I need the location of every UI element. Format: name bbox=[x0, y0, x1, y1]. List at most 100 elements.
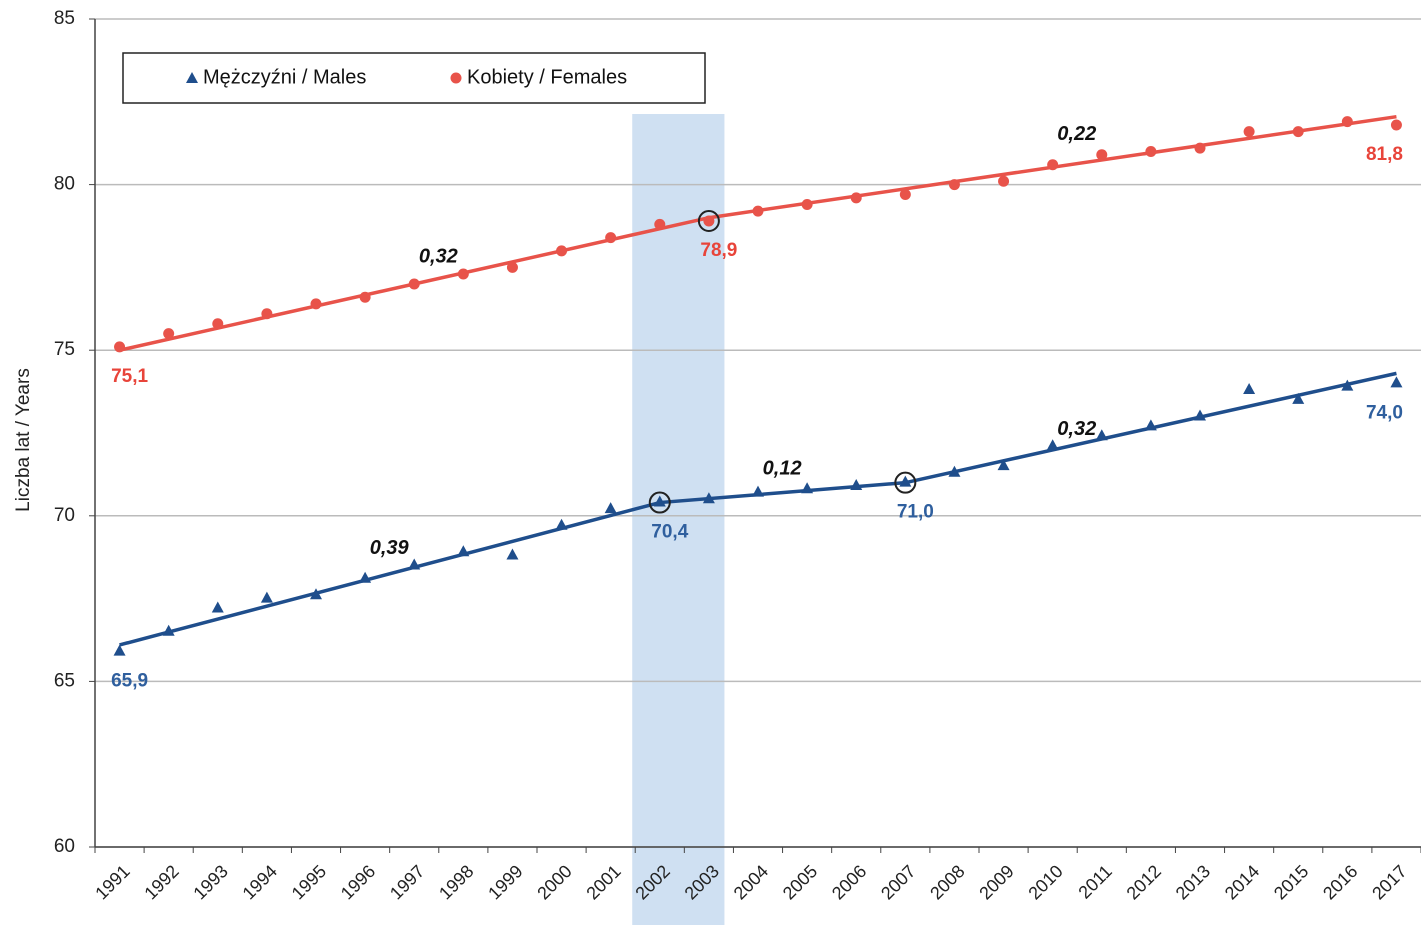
data-label: 81,8 bbox=[1366, 144, 1403, 165]
marker bbox=[998, 175, 1010, 187]
x-tick-label: 2009 bbox=[975, 861, 1017, 903]
marker bbox=[1341, 116, 1353, 128]
marker bbox=[997, 459, 1010, 471]
legend-marker bbox=[186, 72, 198, 83]
marker bbox=[359, 571, 372, 583]
legend-marker bbox=[450, 72, 462, 84]
marker bbox=[310, 588, 322, 600]
x-tick-label: 2016 bbox=[1319, 861, 1361, 903]
highlight-band bbox=[632, 114, 725, 925]
marker bbox=[703, 215, 715, 227]
x-tick-label: 2007 bbox=[877, 861, 919, 903]
marker bbox=[163, 328, 175, 340]
marker bbox=[408, 278, 420, 290]
x-tick-label: 1993 bbox=[190, 861, 232, 903]
marker bbox=[260, 591, 273, 603]
x-tick-label: 2011 bbox=[1074, 861, 1116, 903]
legend-box bbox=[122, 52, 706, 104]
marker bbox=[653, 495, 666, 507]
annotation: 0,39 bbox=[370, 537, 410, 559]
y-tick-label: 65 bbox=[54, 670, 75, 691]
marker bbox=[359, 291, 371, 303]
y-tick-label: 80 bbox=[54, 174, 75, 195]
x-tick-label: 2010 bbox=[1024, 861, 1066, 903]
marker bbox=[310, 298, 322, 310]
marker bbox=[801, 198, 813, 210]
marker bbox=[1390, 119, 1402, 131]
trend-line bbox=[119, 371, 1397, 647]
marker bbox=[1194, 409, 1206, 421]
x-tick-label: 1995 bbox=[288, 861, 330, 903]
x-tick-label: 2005 bbox=[779, 861, 821, 903]
marker bbox=[162, 624, 175, 636]
marker bbox=[555, 518, 568, 530]
highlight-ring bbox=[648, 491, 671, 514]
y-tick-label: 85 bbox=[54, 8, 75, 29]
marker bbox=[654, 218, 666, 230]
x-tick-label: 2015 bbox=[1270, 861, 1312, 903]
marker bbox=[948, 179, 960, 191]
data-label: 71,0 bbox=[897, 502, 934, 523]
x-tick-label: 2013 bbox=[1172, 861, 1214, 903]
y-tick-label: 75 bbox=[54, 339, 75, 360]
marker bbox=[1194, 142, 1206, 154]
highlight-ring bbox=[697, 210, 720, 233]
marker bbox=[1243, 126, 1255, 138]
x-tick-label: 2017 bbox=[1368, 861, 1410, 903]
annotation: 0,32 bbox=[1057, 418, 1096, 440]
data-label: 65,9 bbox=[111, 671, 148, 692]
data-label: 70,4 bbox=[651, 522, 688, 543]
x-tick-label: 2000 bbox=[533, 861, 575, 903]
x-tick-label: 1991 bbox=[91, 861, 133, 903]
x-tick-label: 2008 bbox=[926, 861, 968, 903]
marker bbox=[211, 601, 224, 613]
legend-label: Mężczyźni / Males bbox=[203, 66, 366, 88]
x-tick-label: 1998 bbox=[435, 861, 477, 903]
marker bbox=[114, 341, 126, 353]
highlight-ring bbox=[894, 471, 917, 494]
marker bbox=[408, 558, 421, 570]
x-tick-label: 2012 bbox=[1123, 861, 1165, 903]
annotation: 0,32 bbox=[419, 246, 458, 268]
x-tick-label: 2004 bbox=[730, 861, 772, 903]
marker bbox=[506, 548, 519, 560]
marker bbox=[1145, 145, 1157, 157]
marker bbox=[1144, 419, 1157, 431]
y-tick-label: 60 bbox=[54, 836, 75, 857]
marker bbox=[506, 261, 518, 273]
marker bbox=[1095, 429, 1108, 441]
marker bbox=[1096, 149, 1108, 161]
marker bbox=[1243, 382, 1256, 394]
marker bbox=[702, 492, 715, 504]
annotation: 0,22 bbox=[1057, 123, 1096, 145]
marker bbox=[1292, 392, 1305, 404]
marker bbox=[457, 545, 470, 557]
x-tick-label: 2006 bbox=[828, 861, 870, 903]
data-label: 78,9 bbox=[700, 240, 737, 261]
x-tick-label: 1997 bbox=[386, 861, 428, 903]
trend-line bbox=[119, 114, 1397, 352]
marker bbox=[605, 232, 617, 244]
x-tick-label: 2014 bbox=[1221, 861, 1263, 903]
y-axis-label: Liczba lat / Years bbox=[13, 368, 34, 512]
marker bbox=[752, 485, 764, 497]
marker bbox=[1046, 439, 1059, 451]
marker bbox=[899, 189, 911, 201]
x-tick-label: 1992 bbox=[140, 861, 182, 903]
x-tick-label: 1994 bbox=[239, 861, 281, 903]
marker bbox=[261, 308, 273, 320]
marker bbox=[1341, 379, 1354, 391]
annotation: 0,12 bbox=[763, 458, 802, 480]
marker bbox=[556, 245, 568, 257]
marker bbox=[1390, 376, 1403, 388]
marker bbox=[457, 268, 469, 280]
data-label: 74,0 bbox=[1366, 402, 1403, 423]
marker bbox=[1292, 126, 1304, 138]
marker bbox=[801, 482, 814, 494]
data-label: 75,1 bbox=[111, 366, 148, 387]
marker bbox=[850, 192, 862, 204]
legend-label: Kobiety / Females bbox=[467, 66, 627, 88]
marker bbox=[899, 475, 912, 487]
marker bbox=[1047, 159, 1059, 171]
